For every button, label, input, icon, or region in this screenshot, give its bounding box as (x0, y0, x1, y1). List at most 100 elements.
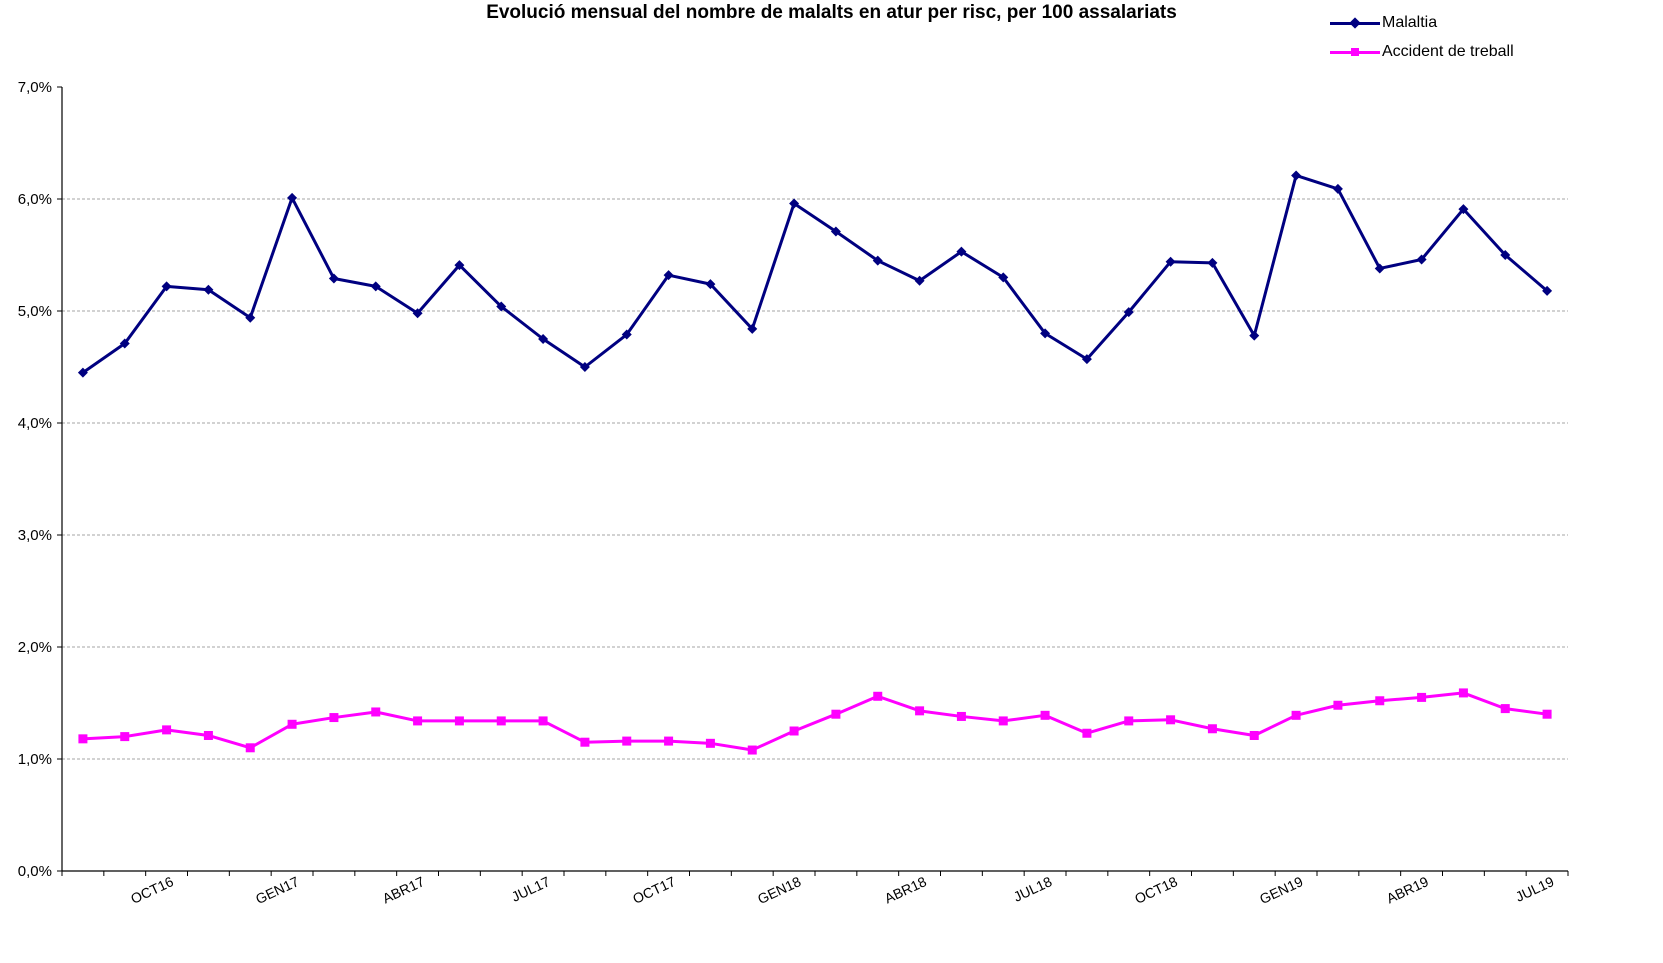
y-tick-label: 3,0% (18, 527, 52, 544)
data-point (580, 737, 590, 747)
data-point (161, 281, 172, 292)
x-tick-label: ABR17 (380, 873, 427, 906)
data-point (1332, 183, 1343, 194)
chart-title: Evolució mensual del nombre de malalts e… (486, 2, 1177, 23)
data-point (371, 707, 381, 717)
data-point (1207, 724, 1217, 734)
data-point (1333, 700, 1343, 710)
series-line-malaltia (82, 173, 1549, 374)
x-tick-label: OCT17 (630, 873, 678, 907)
data-point (203, 730, 213, 740)
data-point (1207, 257, 1218, 268)
data-point (1123, 307, 1134, 318)
data-point (1500, 704, 1510, 714)
data-point (454, 716, 464, 726)
data-point (998, 272, 1009, 283)
data-point (1165, 256, 1176, 267)
x-axis-ticks: OCT16 GEN17 ABR17 JUL17 OCT17 GEN18 ABR18 JUL18… (61, 871, 1569, 907)
data-point (1082, 728, 1092, 738)
data-point (914, 275, 925, 286)
data-point (705, 279, 716, 290)
data-point (663, 270, 674, 281)
series-malaltia (77, 170, 1553, 378)
y-tick-label: 5,0% (18, 303, 52, 320)
data-point (120, 732, 130, 742)
data-point (789, 198, 800, 209)
data-point (747, 745, 757, 755)
data-point (496, 301, 507, 312)
data-point (1458, 204, 1469, 215)
data-point (287, 192, 298, 203)
data-point (705, 738, 715, 748)
data-point (496, 716, 506, 726)
legend-item-accident-de-treball: Accident de treball (1330, 37, 1514, 66)
data-point (831, 709, 841, 719)
data-point (1040, 710, 1050, 720)
y-tick-label: 7,0% (18, 79, 52, 96)
y-tick-label: 6,0% (18, 191, 52, 208)
data-point (245, 312, 256, 323)
data-point (413, 716, 423, 726)
x-tick-label: JUL17 (509, 873, 553, 905)
data-point (203, 284, 214, 295)
data-point (1542, 709, 1552, 719)
legend-swatch-malaltia (1330, 16, 1380, 30)
series-group (77, 170, 1553, 755)
data-point (245, 743, 255, 753)
data-point (1500, 250, 1511, 260)
data-point (1374, 263, 1385, 274)
y-tick-label: 2,0% (18, 639, 52, 656)
data-point (412, 308, 423, 319)
data-point (1249, 730, 1259, 740)
x-tick-label: OCT18 (1132, 873, 1180, 907)
legend-swatch-accident-de-treball (1330, 45, 1380, 59)
data-point (328, 273, 339, 284)
data-point (1291, 710, 1301, 720)
x-tick-label: GEN18 (755, 873, 804, 907)
legend-label-accident-de-treball: Accident de treball (1382, 42, 1514, 60)
data-point (622, 736, 632, 746)
data-point (789, 726, 799, 736)
data-point (1040, 328, 1051, 339)
data-point (1124, 716, 1134, 726)
axes (61, 87, 1568, 872)
legend: Malaltia Accident de treball (1330, 8, 1514, 66)
x-tick-label: JUL18 (1011, 873, 1055, 905)
data-point (1081, 354, 1092, 365)
series-line-accident-de-treball (82, 691, 1548, 752)
data-point (77, 367, 88, 378)
data-point (956, 246, 967, 257)
data-point (872, 255, 883, 266)
legend-label-malaltia: Malaltia (1382, 13, 1438, 31)
data-point (1291, 170, 1302, 181)
x-tick-label: GEN17 (253, 873, 302, 907)
y-tick-label: 4,0% (18, 415, 52, 432)
x-tick-label: ABR18 (882, 873, 929, 906)
legend-item-malaltia: Malaltia (1330, 8, 1514, 37)
data-point (454, 260, 465, 271)
data-point (370, 281, 381, 292)
gridlines (62, 198, 1568, 760)
y-tick-label: 0,0% (18, 863, 52, 880)
y-axis-ticks: 0,0% 1,0% 2,0% 3,0% 4,0% 5,0% 6,0% 7,0% (18, 79, 62, 880)
data-point (998, 716, 1008, 726)
data-point (538, 716, 548, 726)
data-point (1166, 715, 1176, 725)
x-tick-label: GEN19 (1257, 873, 1306, 907)
data-point (873, 691, 883, 701)
data-point (830, 226, 841, 237)
data-point (1375, 696, 1385, 706)
x-tick-label: JUL19 (1513, 873, 1557, 905)
data-point (287, 719, 297, 729)
data-point (747, 323, 758, 334)
data-point (162, 725, 172, 735)
data-point (78, 734, 88, 744)
x-tick-label: OCT16 (128, 873, 176, 907)
data-point (329, 713, 339, 723)
y-tick-label: 1,0% (18, 751, 52, 768)
data-point (1542, 285, 1553, 296)
data-point (915, 706, 925, 716)
data-point (664, 736, 674, 746)
data-point (1458, 688, 1468, 698)
